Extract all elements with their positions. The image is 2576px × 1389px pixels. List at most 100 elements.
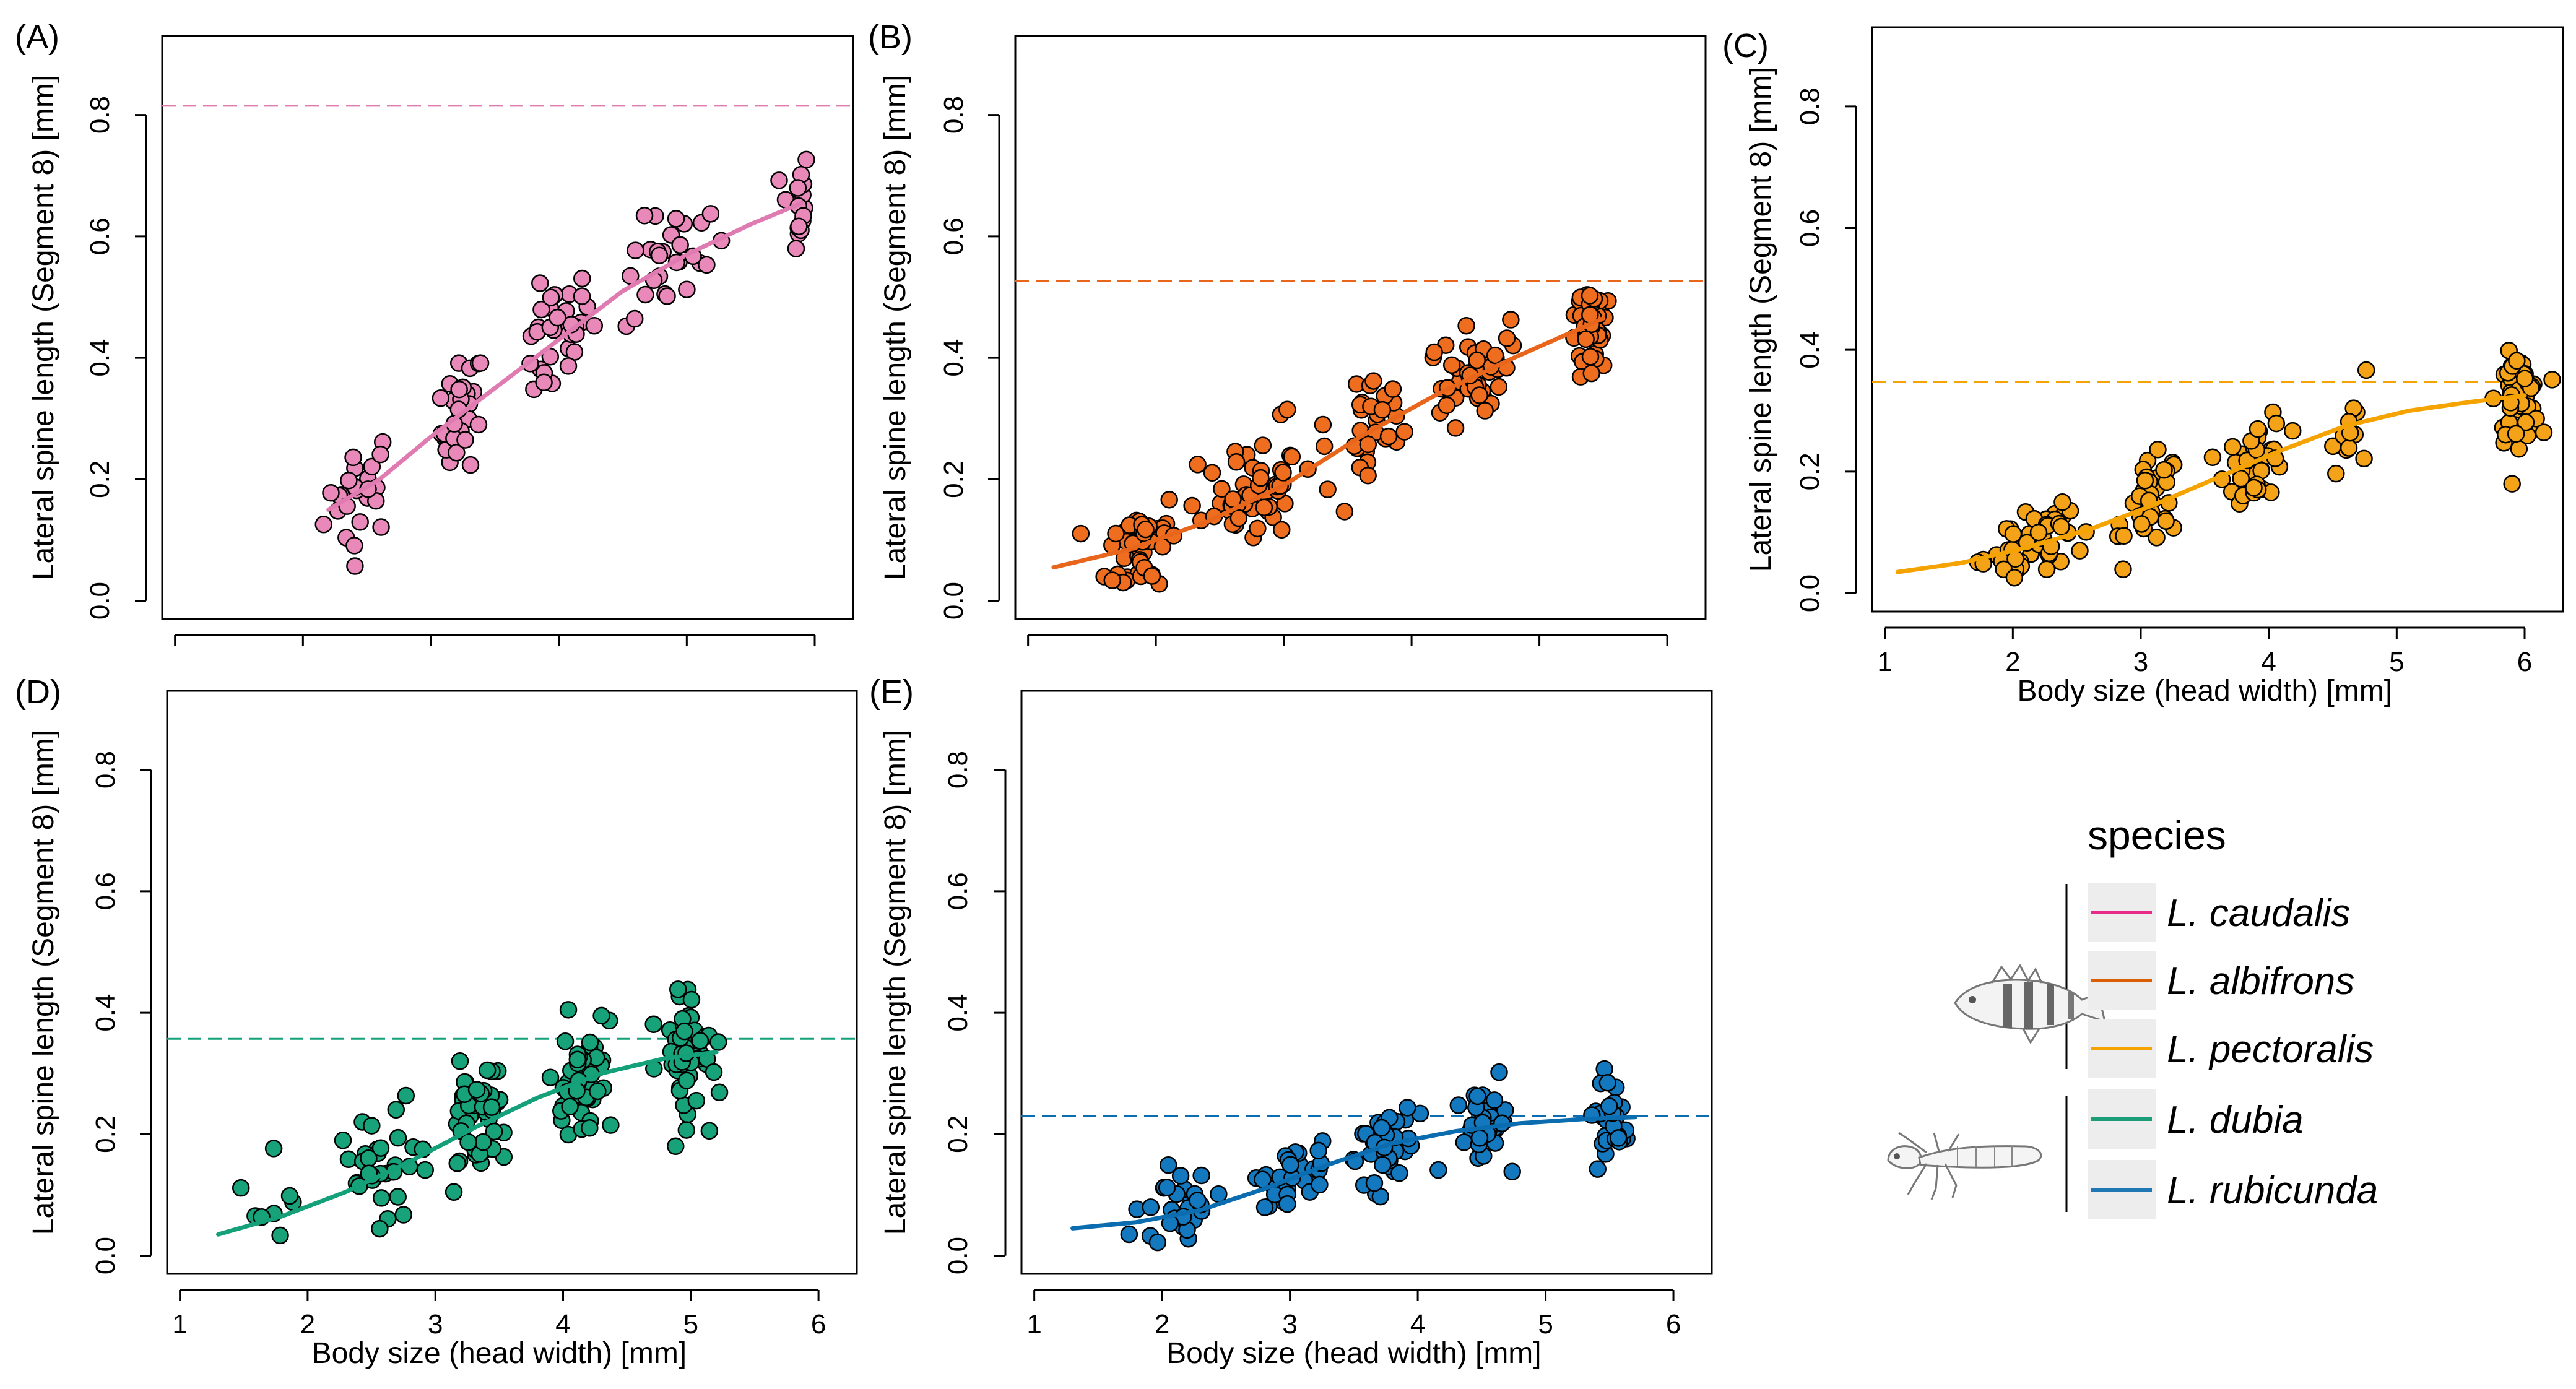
y-tick-label: 0.6: [85, 217, 115, 255]
x-tick-label: 5: [683, 1309, 698, 1339]
data-point: [485, 1122, 503, 1141]
data-point: [2155, 461, 2173, 479]
y-tick-label: 0.4: [939, 339, 969, 376]
data-point: [344, 448, 362, 467]
data-point: [1314, 415, 1332, 434]
data-point: [700, 1122, 719, 1140]
data-point: [1255, 1198, 1274, 1216]
data-point: [1609, 1129, 1628, 1147]
data-point: [1203, 464, 1221, 482]
y-tick-label: 0.0: [90, 1237, 121, 1274]
data-point: [280, 1187, 299, 1205]
y-tick-label: 0.8: [90, 751, 121, 789]
data-point: [1373, 1119, 1390, 1137]
panel-c: (C) 0.0 0.2 0.4 0.6 0.8 Lateral spine length (…: [1722, 26, 2564, 707]
x-tick-label: 6: [1666, 1309, 1681, 1339]
x-tick-label: 5: [1538, 1309, 1553, 1339]
data-point: [1429, 1161, 1447, 1179]
data-point: [314, 516, 333, 534]
data-point: [2503, 475, 2521, 493]
data-point: [474, 1133, 492, 1151]
data-points: [1072, 286, 1617, 593]
y-tick-label: 0.2: [1795, 452, 1825, 490]
legend-label: L. albifrons: [2167, 960, 2354, 1003]
data-point: [397, 1086, 415, 1105]
data-point: [1142, 1198, 1160, 1216]
data-point: [2157, 512, 2175, 530]
x-tick-label: 5: [2389, 647, 2404, 677]
data-point: [1227, 452, 1246, 471]
fit-curve: [1070, 1115, 1637, 1231]
data-point: [372, 518, 390, 536]
y-tick-label: 0.2: [943, 1115, 973, 1153]
data-point: [363, 1117, 381, 1135]
panel-e: (E) 0.0 0.2 0.4 0.6 0.8 Lateral spine length (…: [869, 673, 1713, 1370]
data-point: [1446, 419, 1465, 437]
data-point: [1470, 1129, 1489, 1147]
x-tick-label: 6: [2517, 647, 2532, 677]
data-point: [1399, 1099, 1416, 1117]
y-tick-label: 0.0: [943, 1237, 973, 1274]
data-point: [2515, 370, 2534, 387]
data-point: [710, 1083, 729, 1102]
data-point: [448, 1154, 466, 1172]
data-point: [1589, 1160, 1607, 1178]
data-point: [559, 1001, 578, 1019]
data-point: [1315, 437, 1334, 456]
data-point: [644, 1015, 662, 1033]
y-tick-label: 0.2: [85, 461, 115, 498]
fit-curve: [1051, 316, 1606, 570]
legend-entry: L. pectoralis: [2088, 1019, 2374, 1078]
y-tick-label: 0.4: [1795, 331, 1825, 369]
data-point: [1252, 469, 1270, 487]
data-point: [1189, 1192, 1207, 1209]
legend: species L. caudalis L. albifrons L. pector…: [1887, 812, 2378, 1219]
legend-entry: L. caudalis: [2088, 883, 2350, 942]
data-point: [542, 288, 560, 306]
panel-label: (D): [15, 673, 61, 711]
data-point: [1503, 1162, 1521, 1181]
y-tick-label: 0.0: [85, 582, 115, 620]
data-point: [1148, 1233, 1167, 1252]
data-point: [345, 537, 363, 555]
data-point: [2267, 414, 2286, 433]
data-point: [1249, 519, 1267, 538]
panel-label: (C): [1722, 27, 1769, 64]
data-point: [549, 308, 566, 327]
data-point: [705, 1063, 723, 1081]
data-point: [1455, 1133, 1473, 1151]
data-point: [1390, 1164, 1408, 1182]
data-point: [625, 309, 644, 328]
x-tick-label: 4: [2261, 647, 2276, 677]
data-point: [2357, 361, 2375, 379]
data-point: [622, 267, 640, 285]
data-point: [636, 285, 654, 304]
data-point: [1476, 402, 1494, 420]
data-point: [1107, 524, 1125, 543]
data-point: [2224, 438, 2242, 456]
data-point: [698, 256, 716, 274]
data-point: [701, 205, 720, 223]
data-point: [363, 457, 381, 476]
x-tick-label: 1: [172, 1309, 187, 1339]
data-point: [797, 150, 815, 169]
data-point: [1160, 1156, 1177, 1174]
data-point: [340, 471, 358, 490]
data-point: [2283, 422, 2302, 440]
y-axis-title: Lateral spine length (Segment 8) [mm]: [27, 75, 60, 580]
y-axis-title: Lateral spine length (Segment 8) [mm]: [27, 730, 60, 1235]
legend-entry: L. rubicunda: [2088, 1160, 2378, 1219]
data-point: [1442, 356, 1461, 374]
data-point: [1158, 1179, 1176, 1196]
data-point: [677, 1071, 696, 1089]
data-point: [2029, 523, 2048, 542]
data-point: [339, 1150, 358, 1169]
data-point: [2232, 469, 2250, 488]
y-tick-label: 0.6: [943, 872, 973, 910]
panel-d: (D) 0.0 0.2 0.4 0.6 0.8 Lateral spine length (…: [15, 673, 858, 1370]
x-axis-title: Body size (head width) [mm]: [1166, 1337, 1542, 1370]
x-tick-label: 3: [428, 1309, 443, 1339]
data-point: [394, 1206, 413, 1224]
data-point: [432, 389, 450, 407]
